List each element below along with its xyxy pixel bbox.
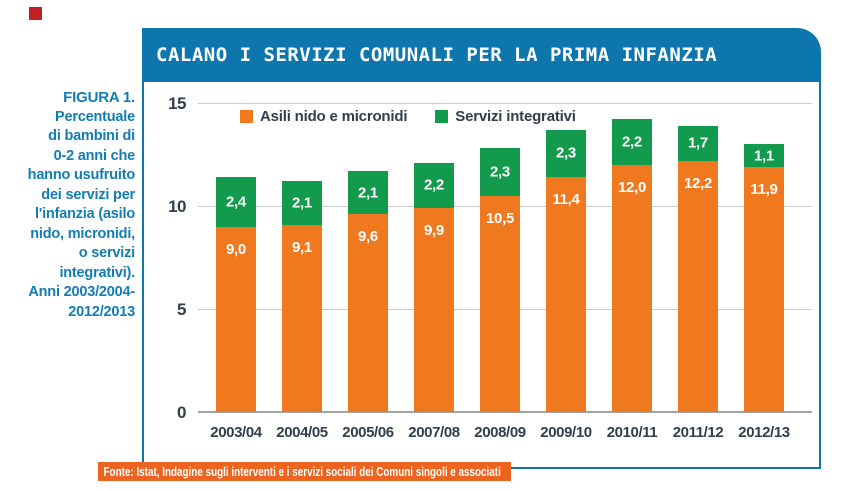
bar-segment-asili: 9,1	[282, 224, 322, 412]
bar-value-label: 12,2	[684, 174, 712, 192]
x-axis-category-label: 2010/11	[606, 424, 658, 441]
bar-segment-integrativi: 2,1	[348, 170, 388, 215]
x-axis-category-label: 2009/10	[540, 424, 592, 441]
chart-legend: Asili nido e micronidi Servizi integrativ…	[240, 108, 576, 125]
bar-value-label: 12,0	[618, 178, 646, 196]
bar-value-label: 2,2	[424, 176, 444, 194]
figure-caption-line: dei servizi per	[41, 186, 135, 203]
x-axis-category-label: 2012/13	[738, 424, 790, 441]
x-axis-line	[198, 411, 812, 413]
legend-item: Asili nido e micronidi	[240, 108, 407, 125]
source-bar: Fonte: Istat, Indagine sugli interventi …	[98, 462, 511, 481]
x-axis-category-label: 2007/08	[408, 424, 460, 441]
x-axis-category-label: 2004/05	[276, 424, 328, 441]
chart-header: CALANO I SERVIZI COMUNALI PER LA PRIMA I…	[142, 28, 821, 82]
bar-value-label: 9,6	[358, 228, 378, 246]
y-tick-label: 0	[177, 403, 186, 422]
x-axis-category-label: 2011/12	[672, 424, 724, 441]
y-tick-label: 5	[177, 300, 186, 319]
bar-segment-integrativi: 2,1	[282, 181, 322, 225]
legend-swatch-icon	[240, 110, 253, 123]
figure-caption-line: nido, micronidi,	[30, 225, 135, 242]
figure-caption-line: 2012/2013	[68, 303, 135, 320]
bar-value-label: 9,0	[226, 240, 246, 258]
bar-segment-asili: 11,4	[546, 177, 586, 412]
x-axis-category-label: 2003/04	[210, 424, 262, 441]
bar-segment-asili: 12,2	[678, 160, 718, 412]
figure-caption-line: integrativi).	[59, 264, 135, 281]
bar-value-label: 2,4	[226, 193, 246, 211]
figure-caption-line: l'infanzia (asilo	[35, 206, 135, 222]
legend-label: Servizi integrativi	[455, 108, 576, 125]
bar-segment-asili: 11,9	[744, 166, 784, 412]
legend-swatch-icon	[435, 110, 449, 123]
figure-caption: FIGURA 1. Percentuale di bambini di 0-2 an…	[4, 88, 136, 323]
y-tick-label: 10	[168, 197, 186, 216]
bar-segment-integrativi: 2,3	[480, 148, 520, 196]
figure-caption-title: FIGURA 1.	[63, 89, 135, 106]
bar-value-label: 10,5	[486, 209, 514, 227]
bar-value-label: 2,2	[622, 133, 642, 151]
bar-value-label: 2,3	[490, 163, 510, 181]
figure-caption-line: Anni 2003/2004-	[28, 284, 135, 300]
bar-segment-integrativi: 2,3	[546, 129, 586, 178]
bar-value-label: 9,9	[424, 222, 444, 240]
bar-value-label: 9,1	[292, 238, 312, 256]
bar-segment-asili: 9,0	[216, 226, 256, 412]
figure-caption-text: Percentuale di bambini di 0-2 anni che hann…	[4, 108, 136, 323]
bar-value-label: 2,1	[358, 184, 378, 202]
figure-caption-line: hanno usufruito	[27, 167, 136, 183]
bar-segment-integrativi: 1,1	[744, 144, 784, 167]
bar-value-label: 2,1	[292, 194, 312, 212]
x-axis-category-label: 2005/06	[342, 424, 394, 441]
bar-value-label: 1,7	[688, 134, 708, 152]
bar-value-label: 11,4	[552, 191, 580, 209]
bar-value-label: 1,1	[754, 147, 774, 165]
bar-segment-integrativi: 1,7	[678, 125, 718, 161]
bar-segment-asili: 9,6	[348, 214, 388, 412]
legend-item: Servizi integrativi	[435, 108, 576, 125]
y-tick-label: 15	[168, 94, 186, 113]
legend-label: Asili nido e micronidi	[260, 108, 408, 125]
bar-value-label: 2,3	[556, 144, 576, 162]
bar-segment-integrativi: 2,2	[612, 119, 652, 165]
figure-caption-line: Percentuale	[54, 108, 135, 125]
figure-bullet-marker	[29, 7, 42, 20]
figure-caption-line: di bambini di	[48, 128, 135, 144]
x-axis-category-label: 2008/09	[474, 424, 526, 441]
bar-segment-asili: 10,5	[480, 195, 520, 412]
bar-value-label: 11,9	[750, 180, 778, 198]
source-text: Fonte: Istat, Indagine sugli interventi …	[103, 464, 501, 479]
bar-segment-integrativi: 2,2	[414, 162, 454, 209]
bar-segment-integrativi: 2,4	[216, 177, 256, 227]
figure-caption-line: o servizi	[78, 245, 135, 261]
y-gridline	[198, 103, 812, 104]
figure-caption-line: 0-2 anni che	[53, 147, 136, 164]
bar-segment-asili: 12,0	[612, 164, 652, 412]
chart-title: CALANO I SERVIZI COMUNALI PER LA PRIMA I…	[156, 44, 718, 66]
bar-segment-asili: 9,9	[414, 208, 454, 412]
